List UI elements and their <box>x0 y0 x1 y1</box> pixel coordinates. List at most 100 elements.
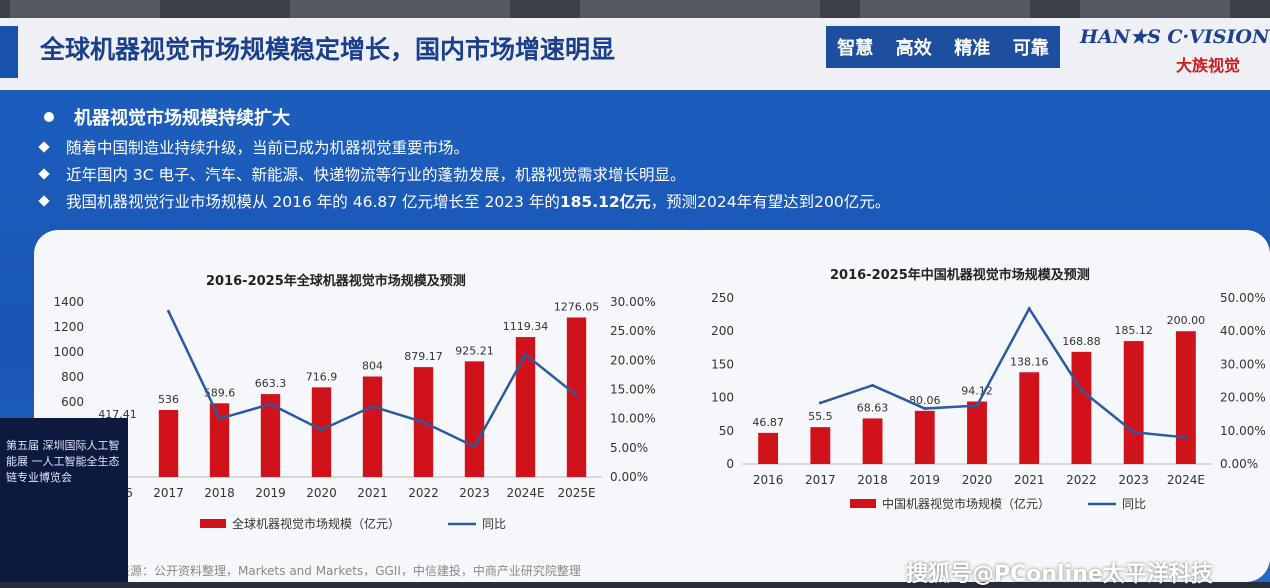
y2-tick-label: 20.00% <box>1220 391 1266 405</box>
bar <box>464 361 485 477</box>
bar-value-label: 1119.34 <box>503 320 549 333</box>
presentation-slide: 全球机器视觉市场规模稳定增长，国内市场增速明显 智慧 高效 精准 可靠 HAN★… <box>0 18 1270 587</box>
legend-bar-label: 中国机器视觉市场规模（亿元） <box>882 496 1050 511</box>
y-tick-label: 1000 <box>53 345 84 359</box>
bar-value-label: 925.21 <box>455 344 494 357</box>
bar-value-label: 1276.05 <box>554 300 600 313</box>
slogan-tag: 高效 <box>895 38 932 59</box>
y-tick-label: 50 <box>719 424 734 438</box>
y2-tick-label: 5.00% <box>610 441 648 455</box>
x-tick-label: 2016 <box>753 473 784 487</box>
chart-title-global: 2016-2025年全球机器视觉市场规模及预测 <box>206 274 466 289</box>
bar-value-label: 804 <box>362 360 383 373</box>
ceiling-slat <box>1080 0 1230 22</box>
y2-tick-label: 30.00% <box>610 295 656 309</box>
bar <box>810 427 831 464</box>
slogan-tag: 精准 <box>954 38 991 59</box>
bar <box>311 387 332 477</box>
bullet-line-1: 随着中国制造业持续升级，当前已成为机器视觉重要市场。 <box>38 136 470 158</box>
y2-tick-label: 15.00% <box>610 383 656 397</box>
header-accent-bar <box>0 26 18 78</box>
x-tick-label: 2022 <box>408 486 439 500</box>
x-tick-label: 2023 <box>459 486 490 500</box>
bar-value-label: 536 <box>158 393 179 406</box>
legend-bar-swatch <box>850 499 876 508</box>
bar <box>1123 341 1144 464</box>
bar-value-label: 168.88 <box>1062 335 1101 348</box>
bar-value-label: 46.87 <box>752 416 784 429</box>
x-tick-label: 2018 <box>204 486 235 500</box>
ceiling-slat <box>580 0 820 22</box>
y-tick-label: 1400 <box>53 295 84 309</box>
watermark-text: 搜狐号@PConline太平洋科技 <box>906 562 1213 587</box>
ceiling-slat <box>290 0 510 22</box>
growth-rate-point <box>923 407 927 411</box>
x-tick-label: 2017 <box>805 473 836 487</box>
brand-logo: HAN★S C·VISION <box>1080 26 1270 48</box>
ceiling-background <box>0 0 1270 22</box>
bar <box>209 403 230 477</box>
legend-line-label: 同比 <box>1122 497 1146 511</box>
growth-rate-point <box>371 404 374 408</box>
growth-rate-point <box>1079 388 1083 392</box>
bar-value-label: 879.17 <box>404 350 443 363</box>
x-tick-label: 2020 <box>962 473 993 487</box>
bar-value-label: 589.6 <box>204 386 236 399</box>
x-tick-label: 2018 <box>857 473 888 487</box>
y2-tick-label: 20.00% <box>610 353 656 367</box>
chart-panel <box>34 230 1270 582</box>
brand-subtitle: 大族视觉 <box>1176 56 1241 75</box>
source-note: 来源：公开资料整理，Markets and Markets，GGII，中信建投，… <box>118 564 581 578</box>
bar <box>515 337 536 477</box>
bar <box>1071 351 1092 464</box>
legend-line-label: 同比 <box>482 517 506 531</box>
growth-rate-point <box>575 393 578 397</box>
bar <box>758 432 779 464</box>
bar-value-label: 68.63 <box>857 401 889 414</box>
x-tick-label: 2021 <box>1014 473 1045 487</box>
y-tick-label: 100 <box>711 391 734 405</box>
x-tick-label: 2017 <box>153 486 184 500</box>
y2-tick-label: 40.00% <box>1220 324 1266 338</box>
expo-logo: 第五届 深圳国际人工智能展 一人工智能全生态链专业博览会 <box>0 418 128 582</box>
x-tick-label: 2019 <box>255 486 286 500</box>
bar <box>158 410 179 477</box>
x-tick-label: 2024E <box>1167 473 1205 487</box>
slogan-box: 智慧 高效 精准 可靠 <box>826 26 1060 68</box>
bar-value-label: 80.06 <box>909 394 941 407</box>
ceiling-slat <box>860 0 1030 22</box>
growth-rate-point <box>422 420 425 424</box>
bar <box>566 317 587 477</box>
bar <box>967 401 987 464</box>
x-tick-label: 2022 <box>1066 473 1097 487</box>
bullet-text: ，预测2024年有望达到200亿元。 <box>650 193 891 211</box>
bullet-line-2: 近年国内 3C 电子、汽车、新能源、快递物流等行业的蓬勃发展，机器视觉需求增长明… <box>38 163 686 185</box>
x-tick-label: 2024E <box>506 486 544 500</box>
bar-value-label: 417.41 <box>98 408 137 421</box>
y2-tick-label: 30.00% <box>1220 357 1266 371</box>
y-tick-label: 600 <box>61 395 84 409</box>
chart-title-china: 2016-2025年中国机器视觉市场规模及预测 <box>830 268 1090 283</box>
slogan-tag: 可靠 <box>1012 38 1049 59</box>
growth-rate-point <box>320 428 323 432</box>
x-tick-label: 2025E <box>557 486 595 500</box>
bullet-line-3: 我国机器视觉行业市场规模从 2016 年的 46.87 亿元增长至 2023 年… <box>38 190 891 212</box>
growth-rate-point <box>871 383 875 387</box>
bullet-heading: 机器视觉市场规模持续扩大 <box>44 104 290 130</box>
y2-tick-label: 10.00% <box>610 412 656 426</box>
bar-value-label: 185.12 <box>1114 324 1153 337</box>
growth-rate-point <box>269 402 272 406</box>
legend-bar-label: 全球机器视觉市场规模（亿元） <box>232 516 400 531</box>
bullet-text: 随着中国制造业持续升级，当前已成为机器视觉重要市场。 <box>66 139 470 157</box>
bar-value-label: 94.12 <box>961 385 993 398</box>
y-tick-label: 800 <box>61 370 84 384</box>
growth-rate-point <box>1184 435 1188 439</box>
y2-tick-label: 0.00% <box>610 470 648 484</box>
bullet-text: 我国机器视觉行业市场规模从 2016 年的 46.87 亿元增长至 2023 年… <box>66 193 560 211</box>
slogan-tag: 智慧 <box>837 38 874 59</box>
bullet-dot-icon <box>44 112 54 122</box>
bar <box>862 418 883 464</box>
bar-value-label: 663.3 <box>255 377 287 390</box>
y2-tick-label: 25.00% <box>610 324 656 338</box>
bar <box>1019 372 1040 464</box>
